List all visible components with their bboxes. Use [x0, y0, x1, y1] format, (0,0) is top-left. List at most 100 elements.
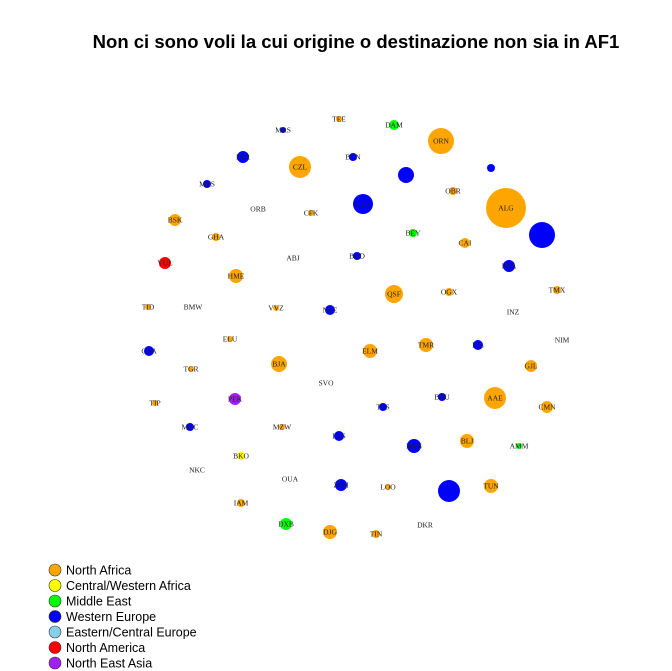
airport-marker-alg: [486, 188, 526, 228]
airport-node-yul: YUL: [157, 257, 173, 269]
airport-label-tid: TID: [142, 303, 155, 312]
legend-label: North East Asia: [66, 657, 152, 671]
airport-label-dxb: DXB: [278, 520, 294, 529]
airport-marker-muc: [186, 423, 194, 431]
airport-node-tgr: TGR: [184, 365, 199, 374]
airport-label-gjl: GJL: [525, 362, 538, 371]
airport-marker-loo: [385, 484, 391, 490]
airport-node-tid: TID: [142, 303, 155, 312]
legend-item-north-america: North America: [48, 641, 145, 655]
airport-node-obr: OBR: [445, 187, 460, 196]
airport-marker-aae: [484, 387, 506, 409]
airport-marker-gva: [144, 346, 154, 356]
airport-node-dam: DAM: [385, 120, 403, 130]
airport-label-par: PAR: [236, 153, 250, 162]
airport-node-bey: BEY: [406, 229, 422, 238]
airport-label-cai: CAI: [459, 239, 472, 248]
airport-node-gva: GVA: [141, 346, 157, 356]
airport-marker-tip: [152, 400, 158, 406]
legend-swatch: [48, 594, 62, 608]
airport-node-bru: [487, 164, 495, 172]
airport-marker-lil: [473, 340, 483, 350]
legend-label: Central/Western Africa: [66, 579, 191, 593]
airport-label-tun: TUN: [483, 482, 499, 491]
airport-marker-tmx: [553, 286, 561, 294]
airport-node-par: PAR: [236, 151, 250, 163]
airport-marker-iam: [237, 499, 245, 507]
airport-node-svo: SVO: [318, 379, 334, 388]
airport-label-hme: HME: [228, 272, 245, 281]
airport-label-mzw: MZW: [273, 423, 292, 432]
airport-marker-tun: [484, 479, 498, 493]
airport-marker-gha: [212, 233, 220, 241]
airport-marker-bcn: [349, 153, 357, 161]
airport-nodes: MRS TEE DAM ORN CZL PAR BCN MRS ORB CFK LYS OBR ALG B…: [141, 115, 570, 539]
airport-node-par3: [529, 222, 555, 248]
legend-label: North Africa: [66, 564, 131, 578]
airport-node-lys2: LYS: [332, 431, 346, 441]
airport-label-orn: ORN: [433, 137, 449, 146]
airport-node-ogx: OGX: [441, 288, 458, 297]
airport-marker-hme: [229, 269, 243, 283]
legend-item-eastern-central-europe: Eastern/Central Europe: [48, 625, 197, 640]
airport-label-mrs3: MRS: [406, 442, 422, 451]
airport-label-cmn: CMN: [538, 403, 556, 412]
airport-node-czl: CZL: [289, 156, 311, 178]
airport-node-fra: FRA: [502, 260, 517, 272]
airport-label-orb: ORB: [250, 205, 265, 214]
airport-marker-par: [237, 151, 249, 163]
airport-marker-elu: [227, 336, 233, 342]
airport-node-cai: CAI: [459, 238, 472, 248]
airport-label-bod: BOD: [349, 252, 365, 261]
airport-node-bsk: BSK: [168, 214, 183, 226]
airport-node-muc: MUC: [181, 423, 198, 432]
airport-node-tip: TIP: [149, 399, 160, 408]
legend-label: Middle East: [66, 595, 132, 609]
legend-swatch: [48, 579, 62, 592]
airport-label-bja: BJA: [272, 360, 286, 369]
airport-label-yul: YUL: [157, 259, 173, 268]
airport-marker-ogx: [445, 288, 453, 296]
airport-node-bcn: BCN: [345, 153, 361, 162]
airport-node-tls: TLS: [376, 403, 389, 412]
airport-label-tin: TIN: [370, 530, 383, 539]
airport-label-qsf: QSF: [387, 290, 401, 299]
airport-label-gva: GVA: [141, 347, 157, 356]
airport-label-tmx: TMX: [549, 286, 566, 295]
airport-marker-dam: [389, 120, 399, 130]
airport-node-aae: AAE: [484, 387, 506, 409]
airport-label-aae: AAE: [487, 394, 503, 403]
airport-node-abj: ABJ: [286, 254, 299, 263]
airport-node-par2: [398, 167, 414, 183]
airport-label-bru2: BRU: [434, 393, 450, 402]
airport-marker-par2: [398, 167, 414, 183]
airport-label-czl: CZL: [293, 163, 308, 172]
airport-label-elm: ELM: [362, 347, 378, 356]
airport-node-tmr: TMR: [418, 338, 434, 352]
legend-label: Eastern/Central Europe: [66, 626, 197, 640]
airport-marker-bey: [409, 229, 417, 237]
airport-marker-obr: [449, 187, 457, 195]
airport-node-iam: IAM: [234, 499, 249, 508]
airport-label-elu: ELU: [223, 335, 238, 344]
airport-node-nim: NIM: [555, 336, 570, 345]
legend-item-middle-east: Middle East: [48, 594, 132, 609]
airport-node-mrs2: MRS: [199, 180, 215, 189]
airport-marker-lys: [353, 194, 373, 214]
airport-node-lys: LYS: [353, 194, 373, 214]
airport-label-cfk: CFK: [304, 209, 319, 218]
airport-node-bod: BOD: [349, 252, 365, 261]
airport-node-orb: ORB: [250, 205, 265, 214]
airport-marker-mrs: [280, 127, 286, 133]
airport-label-lys2: LYS: [332, 432, 345, 441]
chart-title: Non ci sono voli la cui origine o destin…: [93, 31, 620, 52]
airport-node-nce: NCE: [323, 305, 338, 315]
airport-marker-nce: [325, 305, 335, 315]
airport-label-vvz: VVZ: [268, 304, 284, 313]
airport-label-tee: TEE: [332, 115, 346, 124]
airport-label-djg: DJG: [323, 528, 337, 537]
airport-node-bja: BJA: [271, 356, 287, 372]
airport-node-elm: ELM: [362, 344, 378, 358]
legend-swatch: [48, 625, 62, 639]
